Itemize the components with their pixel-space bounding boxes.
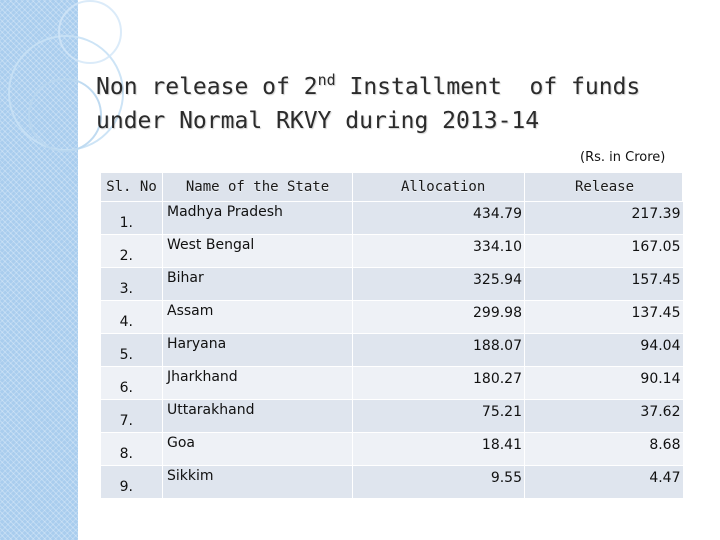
cell-allocation: 334.10 xyxy=(352,234,525,268)
cell-allocation: 434.79 xyxy=(352,201,525,235)
cell-sl-no: 4. xyxy=(100,300,163,334)
cell-sl-no: 9. xyxy=(100,465,163,499)
cell-allocation: 188.07 xyxy=(352,333,525,367)
cell-allocation: 180.27 xyxy=(352,366,525,400)
cell-allocation: 299.98 xyxy=(352,300,525,334)
cell-state: Haryana xyxy=(162,333,353,367)
header-sl-no: Sl. No xyxy=(100,172,163,202)
title-line1-suffix: Installment of funds xyxy=(335,74,641,100)
table-row: 3. Bihar 325.94 157.45 xyxy=(100,267,683,301)
title-line1-prefix: Non release of 2 xyxy=(96,74,318,100)
cell-release: 37.62 xyxy=(524,399,683,433)
cell-state: Jharkhand xyxy=(162,366,353,400)
units-note: (Rs. in Crore) xyxy=(580,150,666,165)
cell-release: 94.04 xyxy=(524,333,683,367)
cell-sl-no: 6. xyxy=(100,366,163,400)
cell-release: 90.14 xyxy=(524,366,683,400)
funds-table: Sl. No Name of the State Allocation Rele… xyxy=(100,172,683,499)
cell-state: Goa xyxy=(162,432,353,466)
title-superscript: nd xyxy=(317,71,336,89)
cell-sl-no: 1. xyxy=(100,201,163,235)
cell-allocation: 9.55 xyxy=(352,465,525,499)
cell-allocation: 18.41 xyxy=(352,432,525,466)
table-row: 6. Jharkhand 180.27 90.14 xyxy=(100,366,683,400)
table-row: 8. Goa 18.41 8.68 xyxy=(100,432,683,466)
table-row: 7. Uttarakhand 75.21 37.62 xyxy=(100,399,683,433)
cell-sl-no: 5. xyxy=(100,333,163,367)
header-allocation: Allocation xyxy=(352,172,525,202)
cell-state: Assam xyxy=(162,300,353,334)
decorative-circle xyxy=(58,0,122,64)
cell-sl-no: 7. xyxy=(100,399,163,433)
cell-allocation: 325.94 xyxy=(352,267,525,301)
table-row: 4. Assam 299.98 137.45 xyxy=(100,300,683,334)
cell-state: Uttarakhand xyxy=(162,399,353,433)
table-row: 9. Sikkim 9.55 4.47 xyxy=(100,465,683,499)
cell-state: West Bengal xyxy=(162,234,353,268)
title-line2: under Normal RKVY during 2013-14 xyxy=(96,108,540,134)
cell-release: 157.45 xyxy=(524,267,683,301)
cell-sl-no: 2. xyxy=(100,234,163,268)
table-row: 1. Madhya Pradesh 434.79 217.39 xyxy=(100,201,683,235)
table-row: 2. West Bengal 334.10 167.05 xyxy=(100,234,683,268)
decorative-circle xyxy=(28,78,102,152)
cell-sl-no: 8. xyxy=(100,432,163,466)
cell-release: 217.39 xyxy=(524,201,683,235)
cell-allocation: 75.21 xyxy=(352,399,525,433)
cell-state: Sikkim xyxy=(162,465,353,499)
cell-release: 167.05 xyxy=(524,234,683,268)
slide-title: Non release of 2nd Installment of funds … xyxy=(96,70,706,138)
cell-sl-no: 3. xyxy=(100,267,163,301)
header-release: Release xyxy=(524,172,683,202)
table-body: 1. Madhya Pradesh 434.79 217.39 2. West Benga… xyxy=(100,201,683,499)
cell-release: 137.45 xyxy=(524,300,683,334)
table-header-row: Sl. No Name of the State Allocation Rele… xyxy=(100,172,683,202)
cell-state: Madhya Pradesh xyxy=(162,201,353,235)
table-row: 5. Haryana 188.07 94.04 xyxy=(100,333,683,367)
cell-release: 8.68 xyxy=(524,432,683,466)
cell-state: Bihar xyxy=(162,267,353,301)
header-state: Name of the State xyxy=(162,172,353,202)
cell-release: 4.47 xyxy=(524,465,683,499)
